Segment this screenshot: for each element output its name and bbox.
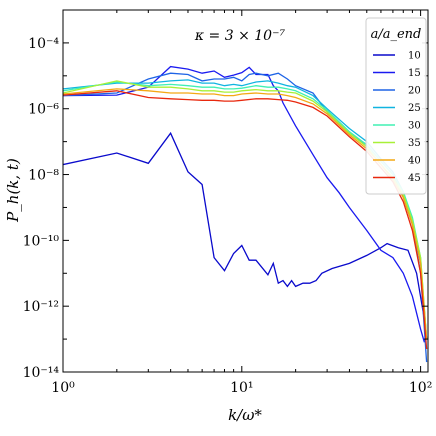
y-axis-label: P_h(k, t) — [4, 158, 22, 223]
kappa-annotation: κ = 3 × 10⁻⁷ — [194, 28, 286, 44]
legend-title: a/a_end — [371, 27, 422, 42]
x-tick-label: 10² — [409, 380, 432, 396]
legend-box — [365, 17, 427, 195]
legend-label-30: 30 — [408, 121, 421, 132]
y-tick-label: 10⁻⁴ — [28, 36, 59, 52]
legend-label-35: 35 — [408, 138, 421, 149]
series-layer — [63, 65, 428, 363]
x-tick-label: 10⁰ — [51, 380, 75, 396]
y-tick-label: 10⁻¹⁰ — [23, 233, 60, 249]
ticks-layer: 10⁰ 10¹ 10² 10⁻⁴ 10⁻⁶ 10⁻⁸ 10⁻¹⁰ 10⁻¹² 10⁻¹⁴ — [23, 9, 432, 396]
y-tick-label: 10⁻⁶ — [28, 102, 59, 118]
legend-label-45: 45 — [408, 173, 421, 184]
legend-label-20: 20 — [408, 86, 421, 97]
y-tick-label: 10⁻¹⁴ — [23, 365, 60, 381]
y-tick-label: 10⁻⁸ — [28, 168, 59, 184]
legend-label-15: 15 — [408, 68, 421, 79]
legend-items: 10 15 20 25 30 35 40 45 — [373, 51, 421, 184]
legend: a/a_end 10 15 20 25 30 35 40 45 — [365, 17, 427, 195]
plot-frame — [62, 9, 429, 373]
series-line-15 — [63, 65, 426, 343]
y-tick-label: 10⁻¹² — [23, 299, 59, 315]
legend-label-10: 10 — [408, 51, 421, 62]
x-tick-label: 10¹ — [230, 380, 253, 396]
legend-label-25: 25 — [408, 103, 421, 114]
series-line-10 — [63, 131, 426, 320]
legend-label-40: 40 — [408, 156, 421, 167]
x-axis-label: k/ω* — [228, 406, 262, 424]
